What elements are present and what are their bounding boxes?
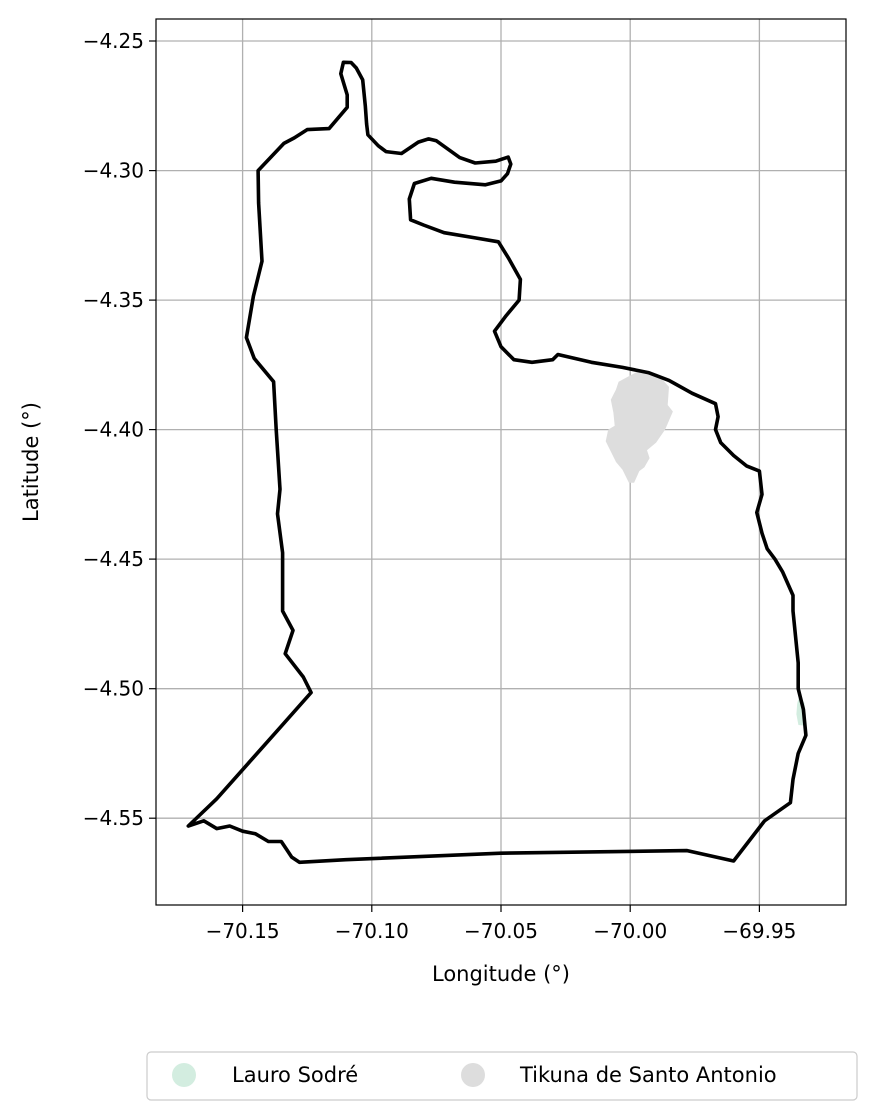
legend-marker-tikuna-de-santo-antonio: [461, 1063, 485, 1087]
y-tick-label-3: −4.40: [83, 418, 144, 442]
x-tick-label-2: −70.05: [464, 919, 538, 943]
territory-boundary-outline: [186, 60, 808, 865]
y-axis-label: Latitude (°): [19, 402, 43, 522]
tick-layer: −70.15 −70.10 −70.05 −70.00 −69.95 −4.25 −4.30…: [83, 29, 797, 943]
region-layer: [605, 371, 806, 726]
x-tick-label-4: −69.95: [722, 919, 796, 943]
y-tick-label-2: −4.35: [83, 288, 144, 312]
grid-lines: [156, 19, 846, 905]
y-tick-label-6: −4.55: [83, 806, 144, 830]
y-tick-label-0: −4.25: [83, 29, 144, 53]
legend-frame: [146, 1051, 858, 1101]
x-axis-label: Longitude (°): [432, 962, 570, 986]
y-tick-label-5: −4.50: [83, 677, 144, 701]
boundary-outline-layer: [186, 60, 808, 865]
legend-label-tikuna-de-santo-antonio: Tikuna de Santo Antonio: [519, 1063, 777, 1087]
region-tikuna-de-santo-antonio: [605, 371, 673, 483]
x-tick-label-1: −70.10: [335, 919, 409, 943]
x-tick-label-0: −70.15: [206, 919, 280, 943]
x-tick-label-3: −70.00: [593, 919, 667, 943]
y-tick-label-4: −4.45: [83, 547, 144, 571]
legend-label-lauro-sodre: Lauro Sodré: [232, 1063, 358, 1087]
legend: Lauro Sodré Tikuna de Santo Antonio: [146, 1051, 858, 1101]
legend-marker-lauro-sodre: [172, 1063, 196, 1087]
y-tick-label-1: −4.30: [83, 159, 144, 183]
